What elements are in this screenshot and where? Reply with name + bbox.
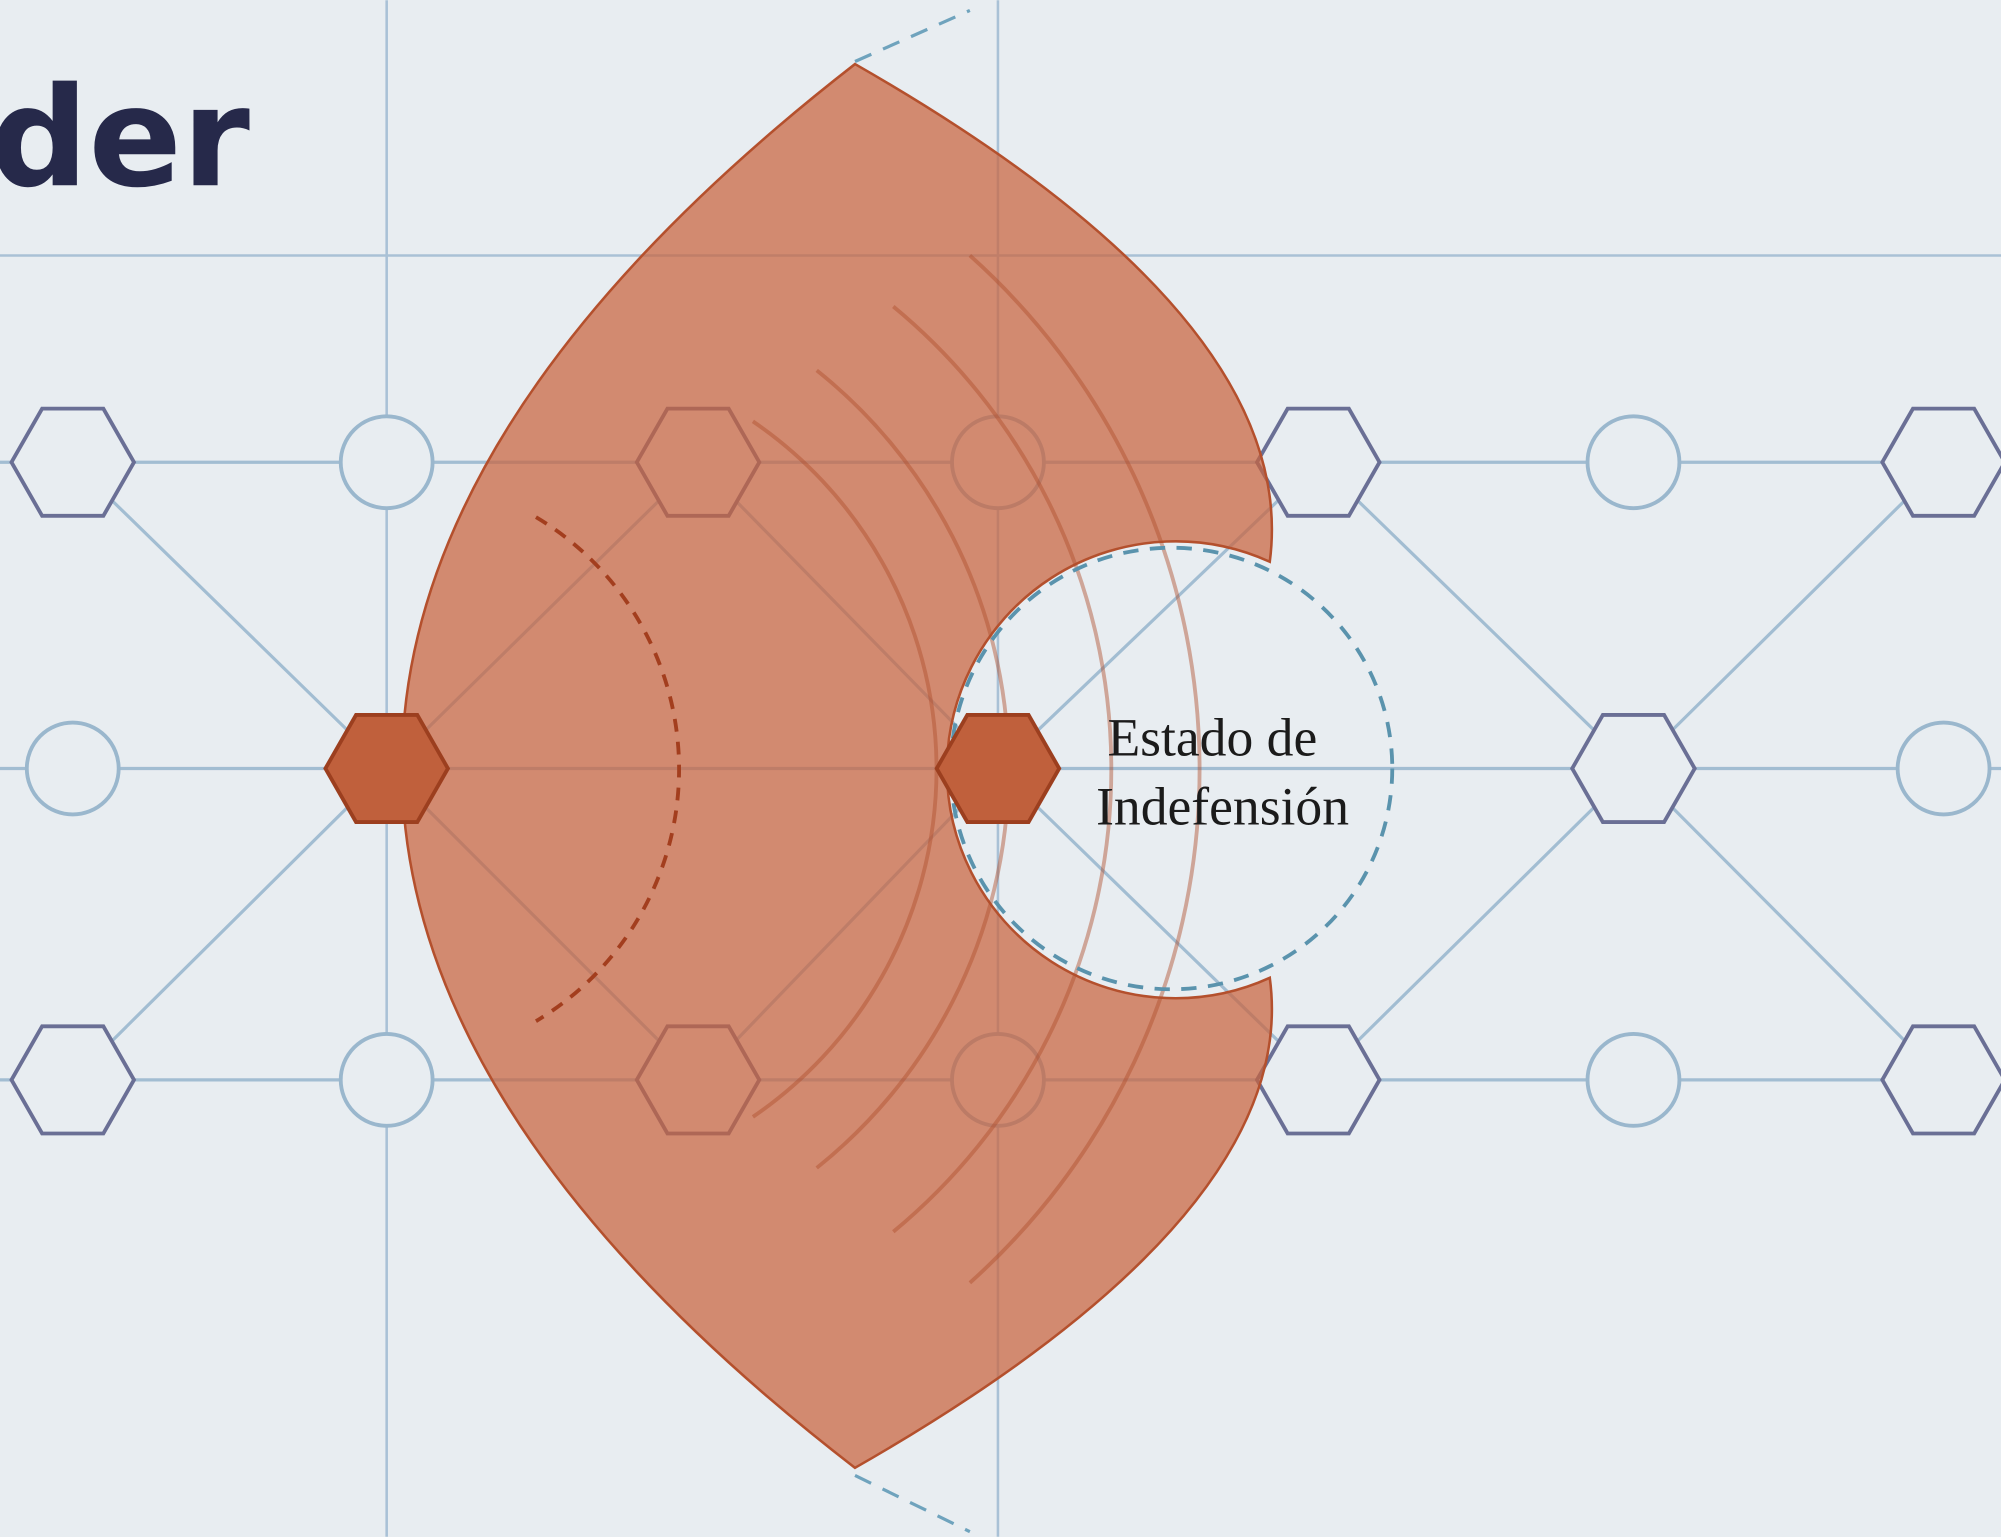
edge — [71, 461, 388, 770]
label-line: Indefensión — [1096, 777, 1349, 837]
hex-node — [9, 406, 137, 518]
hex-node — [9, 1024, 137, 1136]
extension-lines — [854, 9, 971, 1534]
ripple — [892, 305, 1114, 1234]
hex-node — [1570, 712, 1697, 825]
circle-node — [1585, 414, 1682, 511]
circle-node — [1585, 1032, 1682, 1128]
edge — [1317, 767, 1635, 1082]
threat-zone — [400, 62, 1274, 1470]
active-hex-node — [323, 712, 451, 825]
hex-node — [1880, 1024, 2001, 1136]
label-line: Estado de — [1107, 708, 1317, 768]
circle-node — [338, 1032, 435, 1128]
circle-node — [24, 720, 121, 817]
inner-arc — [534, 515, 681, 1023]
hex-node — [1254, 1024, 1382, 1136]
edge — [71, 767, 388, 1082]
active-hex-node — [934, 712, 1062, 825]
circle-node — [1895, 720, 1992, 817]
hex-node — [1254, 406, 1382, 518]
title: der — [0, 57, 250, 218]
defenseless-zone — [948, 545, 1395, 992]
active-nodes — [323, 712, 1062, 825]
ripple — [968, 254, 1202, 1285]
edge — [1632, 461, 1945, 770]
circle-node — [338, 414, 435, 511]
hex-node — [1880, 406, 2001, 518]
edge — [1632, 767, 1945, 1082]
edge — [1317, 461, 1635, 770]
